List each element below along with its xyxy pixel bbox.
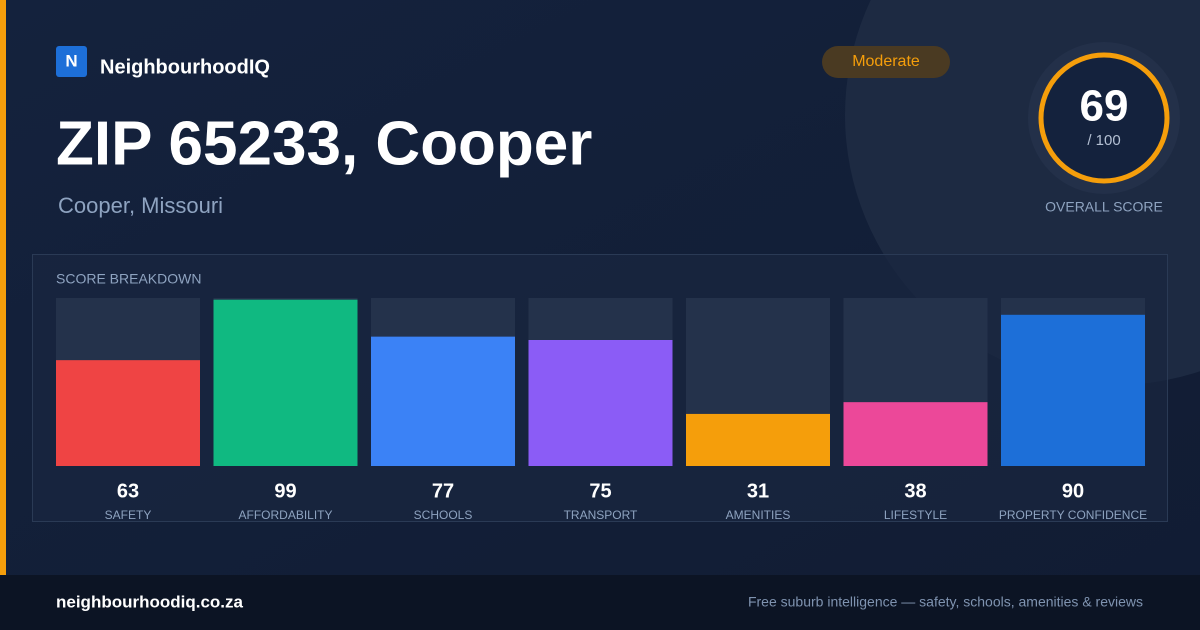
value-label: 63 xyxy=(117,480,139,502)
subtitle: Cooper, Missouri xyxy=(58,193,223,218)
logo-box xyxy=(56,46,87,77)
score-caption: OVERALL SCORE xyxy=(1045,199,1163,215)
bar xyxy=(213,299,358,466)
bar xyxy=(56,360,200,466)
category-label: SAFETY xyxy=(105,508,152,522)
category-label: TRANSPORT xyxy=(564,508,638,522)
score-value: 69 xyxy=(1080,82,1129,131)
chart-title: SCORE BREAKDOWN xyxy=(56,271,201,287)
badge-pill xyxy=(822,46,950,78)
brand-name: NeighbourhoodIQ xyxy=(100,56,270,78)
value-label: 99 xyxy=(274,480,296,502)
title: ZIP 65233, Cooper xyxy=(56,109,592,178)
value-label: 31 xyxy=(747,480,769,502)
score-out-of: / 100 xyxy=(1087,132,1120,149)
category-label: AMENITIES xyxy=(726,508,791,522)
footer-url: neighbourhoodiq.co.za xyxy=(56,592,244,611)
badge: Moderate xyxy=(852,53,920,70)
value-label: 90 xyxy=(1062,480,1084,502)
category-label: PROPERTY CONFIDENCE xyxy=(999,508,1147,522)
bar xyxy=(1001,314,1145,466)
bar xyxy=(528,340,673,466)
category-label: LIFESTYLE xyxy=(884,508,947,522)
bar xyxy=(686,413,830,466)
accent-stripe xyxy=(0,0,6,575)
category-label: SCHOOLS xyxy=(414,508,473,522)
value-label: 75 xyxy=(589,480,611,502)
footer-tagline: Free suburb intelligence — safety, schoo… xyxy=(748,594,1143,610)
value-label: 38 xyxy=(904,480,926,502)
category-label: AFFORDABILITY xyxy=(238,508,332,522)
logo: N xyxy=(65,51,77,70)
bar xyxy=(843,402,988,466)
footer-bar xyxy=(0,575,1200,630)
bar xyxy=(371,336,515,466)
score-ring xyxy=(1038,52,1170,184)
value-label: 77 xyxy=(432,480,454,502)
bar-chart: 63 SAFETY 99 AFFORDABILITY 77 SCHOOLS 75 TRANSP… xyxy=(56,298,1147,522)
